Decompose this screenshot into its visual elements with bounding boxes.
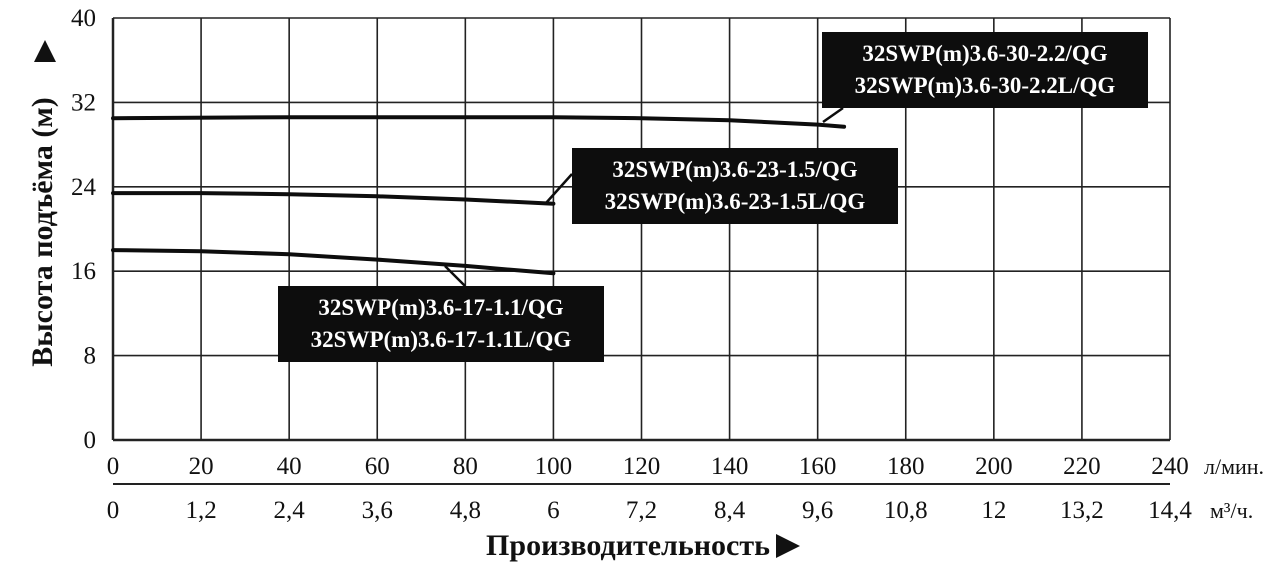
x-tick-label-secondary: 7,2 <box>626 497 657 524</box>
x-tick-label-primary: 100 <box>535 453 573 480</box>
x-tick-label-primary: 140 <box>711 453 749 480</box>
y-tick-label: 8 <box>84 343 97 370</box>
leader-line <box>822 106 844 124</box>
x-axis-arrow-icon <box>776 534 800 558</box>
x-tick-label-primary: 180 <box>887 453 925 480</box>
x-tick-label-primary: 0 <box>107 453 120 480</box>
x-tick-label-primary: 120 <box>623 453 661 480</box>
series-label: 32SWP(m)3.6-17-1.1L/QG <box>311 327 572 352</box>
x-tick-label-secondary: 8,4 <box>714 497 746 524</box>
x-tick-label-secondary: 2,4 <box>274 497 306 524</box>
x-tick-label-primary: 240 <box>1151 453 1189 480</box>
x-tick-labels-secondary: 0 1,2 2,4 3,6 4,8 6 7,2 8,4 9,6 10,8 12 13,2 14,4 <box>107 497 1193 524</box>
x-tick-label-secondary: 12 <box>981 497 1006 524</box>
y-axis-title: Высота подъёма (м) <box>26 97 59 367</box>
y-tick-label: 32 <box>71 89 96 116</box>
x-tick-label-secondary: 0 <box>107 497 120 524</box>
x-tick-label-secondary: 14,4 <box>1148 497 1192 524</box>
y-tick-labels: 0 8 16 24 32 40 <box>71 5 97 454</box>
series-label: 32SWP(m)3.6-30-2.2L/QG <box>855 73 1116 98</box>
x-tick-label-secondary: 4,8 <box>450 497 481 524</box>
series-label-box <box>572 148 898 224</box>
series-label-box <box>278 286 604 362</box>
series-lines <box>111 115 847 276</box>
x-tick-label-primary: 220 <box>1063 453 1101 480</box>
series-label-box <box>822 32 1148 108</box>
y-axis-arrow-icon <box>34 40 56 62</box>
x-tick-labels-primary: 0 20 40 60 80 100 120 140 160 180 200 220 240 <box>107 453 1189 480</box>
series-label: 32SWP(m)3.6-23-1.5L/QG <box>605 189 866 214</box>
x-unit-primary: л/мин. <box>1204 454 1264 479</box>
x-unit-secondary: м³/ч. <box>1210 498 1253 523</box>
y-tick-label: 0 <box>84 427 97 454</box>
leader-line <box>444 265 466 287</box>
series-line-3 <box>111 248 556 276</box>
x-tick-label-primary: 160 <box>799 453 837 480</box>
x-tick-label-secondary: 3,6 <box>362 497 393 524</box>
series-label: 32SWP(m)3.6-30-2.2/QG <box>862 41 1107 66</box>
y-tick-label: 16 <box>71 258 96 285</box>
x-tick-label-primary: 60 <box>365 453 390 480</box>
y-tick-label: 40 <box>71 5 96 32</box>
series-line-2 <box>111 191 556 206</box>
leader-line <box>545 173 573 204</box>
x-tick-label-primary: 40 <box>277 453 302 480</box>
series-labels: 32SWP(m)3.6-30-2.2/QG 32SWP(m)3.6-30-2.2L… <box>278 32 1148 362</box>
x-tick-label-secondary: 10,8 <box>884 497 928 524</box>
y-tick-label: 24 <box>71 174 97 201</box>
series-line-1 <box>111 115 847 129</box>
x-tick-label-secondary: 13,2 <box>1060 497 1104 524</box>
x-tick-label-secondary: 6 <box>547 497 560 524</box>
x-tick-label-secondary: 1,2 <box>185 497 216 524</box>
x-tick-label-secondary: 9,6 <box>802 497 833 524</box>
series-label: 32SWP(m)3.6-23-1.5/QG <box>612 157 857 182</box>
x-axis-title: Производительность <box>486 529 770 562</box>
x-tick-label-primary: 200 <box>975 453 1013 480</box>
x-tick-label-primary: 80 <box>453 453 478 480</box>
x-tick-label-primary: 20 <box>189 453 214 480</box>
series-label: 32SWP(m)3.6-17-1.1/QG <box>318 295 563 320</box>
